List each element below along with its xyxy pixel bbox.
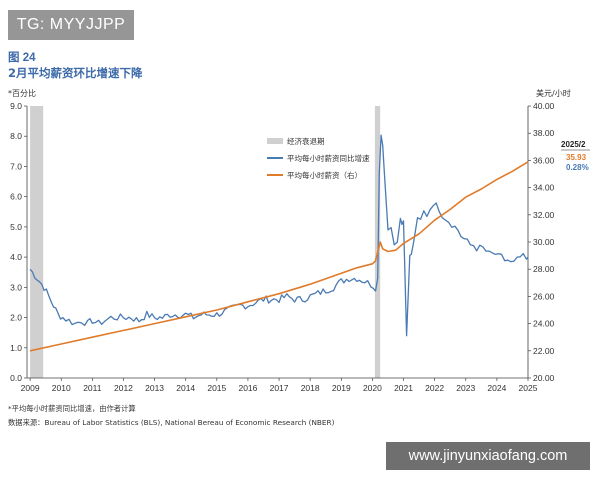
x-tick-label: 2014 [176, 383, 195, 393]
recession-band-0 [30, 106, 44, 378]
annotation-date: 2025/2 [561, 140, 586, 149]
chart-title: 2月平均薪资环比增速下降 [8, 66, 143, 80]
left-tick-label: 3.0 [10, 282, 22, 292]
annotation-wage: 35.93 [566, 153, 587, 162]
right-tick-label: 28.00 [533, 264, 555, 274]
legend-label-growth: 平均每小时薪资同比增速 [287, 153, 370, 163]
x-tick-label: 2020 [363, 383, 382, 393]
left-tick-label: 7.0 [10, 161, 22, 171]
left-tick-label: 6.0 [10, 192, 22, 202]
wage-series-line [29, 161, 529, 352]
x-tick-label: 2012 [114, 383, 133, 393]
right-tick-label: 40.00 [533, 101, 555, 111]
right-tick-label: 30.00 [533, 237, 555, 247]
x-tick-label: 2025 [519, 383, 538, 393]
right-tick-label: 20.00 [533, 373, 555, 383]
x-tick-label: 2010 [52, 383, 71, 393]
site-watermark: www.jinyunxiaofang.com [386, 442, 590, 470]
right-tick-label: 32.00 [533, 210, 555, 220]
x-tick-label: 2015 [207, 383, 226, 393]
left-tick-label: 1.0 [10, 343, 22, 353]
x-tick-label: 2013 [145, 383, 164, 393]
right-tick-label: 34.00 [533, 183, 555, 193]
legend-label-recession: 经济衰退期 [287, 136, 325, 146]
chart-source: 数据来源：Bureau of Labor Statistics (BLS), N… [8, 418, 335, 427]
x-tick-label: 2022 [425, 383, 444, 393]
left-tick-label: 4.0 [10, 252, 22, 262]
legend-label-wage: 平均每小时薪资（右） [287, 170, 362, 180]
right-tick-label: 36.00 [533, 155, 555, 165]
x-tick-label: 2023 [456, 383, 475, 393]
x-tick-label: 2016 [238, 383, 257, 393]
annotation-growth: 0.28% [566, 163, 589, 172]
left-tick-label: 2.0 [10, 313, 22, 323]
right-tick-label: 38.00 [533, 128, 555, 138]
tg-watermark: TG: MYYJJPP [8, 10, 134, 40]
left-tick-label: 8.0 [10, 131, 22, 141]
left-tick-label: 0.0 [10, 373, 22, 383]
figure-label: 图 24 [8, 50, 36, 64]
right-tick-label: 22.00 [533, 346, 555, 356]
growth-series-line [29, 134, 529, 337]
legend-swatch-recession [267, 138, 283, 144]
x-tick-label: 2018 [301, 383, 320, 393]
x-tick-label: 2019 [332, 383, 351, 393]
x-tick-label: 2009 [21, 383, 40, 393]
left-tick-label: 5.0 [10, 222, 22, 232]
recession-band-1 [374, 106, 381, 378]
chart-footnote: *平均每小时薪资同比增速，由作者计算 [8, 404, 136, 413]
right-axis-unit: 美元/小时 [536, 88, 571, 98]
right-tick-label: 26.00 [533, 291, 555, 301]
x-tick-label: 2024 [487, 383, 506, 393]
x-tick-label: 2017 [270, 383, 289, 393]
legend: 经济衰退期 平均每小时薪资同比增速 平均每小时薪资（右） [267, 136, 370, 180]
x-tick-label: 2011 [83, 383, 102, 393]
left-axis-unit: *百分比 [8, 88, 36, 98]
x-tick-label: 2021 [394, 383, 413, 393]
left-tick-label: 9.0 [10, 101, 22, 111]
right-tick-label: 24.00 [533, 319, 555, 329]
